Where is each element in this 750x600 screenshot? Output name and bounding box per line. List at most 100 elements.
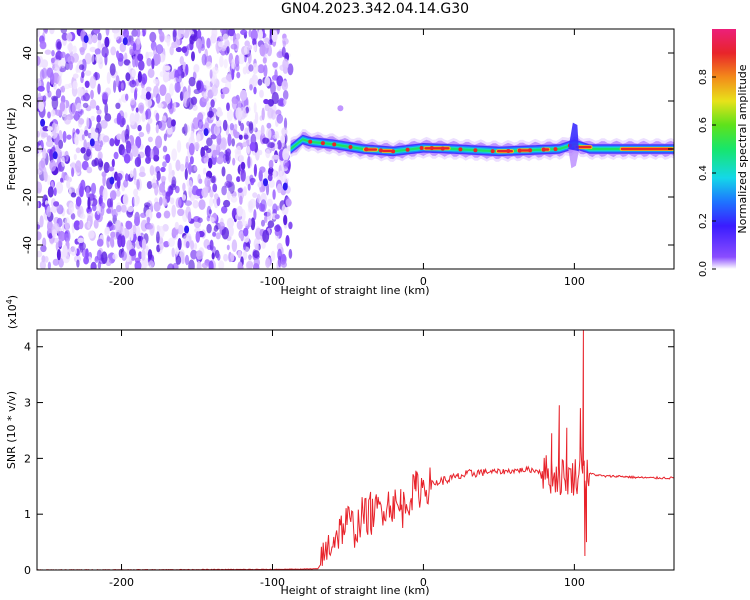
ridge-dot bbox=[506, 149, 511, 153]
noise-blob bbox=[134, 89, 138, 101]
noise-blob bbox=[207, 157, 213, 169]
noise-blob bbox=[175, 247, 180, 255]
noise-blob bbox=[56, 249, 61, 261]
noise-blob bbox=[109, 138, 115, 147]
noise-blob bbox=[253, 163, 257, 177]
noise-blob bbox=[75, 147, 81, 154]
noise-blob bbox=[163, 65, 171, 71]
noise-blob bbox=[37, 231, 42, 241]
x-tick-label: 100 bbox=[564, 275, 585, 288]
noise-blob bbox=[72, 73, 79, 79]
snr-y-label: SNR (10 * v/v) bbox=[5, 391, 18, 469]
noise-blob bbox=[220, 29, 227, 34]
noise-blob bbox=[67, 55, 75, 65]
noise-blob bbox=[237, 187, 243, 193]
noise-blob bbox=[64, 233, 69, 241]
snr-panel: -200 -100 0 100 0 1 2 3 4 Height of straight li… bbox=[5, 295, 675, 597]
noise-blob bbox=[197, 112, 204, 123]
ridge-dot bbox=[405, 147, 410, 152]
noise-blob bbox=[236, 220, 243, 230]
noise-blob bbox=[252, 250, 260, 259]
noise-blob bbox=[131, 29, 139, 37]
noise-blob bbox=[189, 156, 194, 165]
noise-blob bbox=[191, 51, 195, 62]
noise-blob bbox=[146, 181, 153, 189]
y-tick-label: 1 bbox=[24, 508, 31, 521]
noise-blob bbox=[271, 30, 278, 42]
band-blob bbox=[337, 105, 344, 112]
noise-blob bbox=[177, 238, 182, 251]
noise-blob bbox=[166, 126, 173, 135]
noise-blob bbox=[37, 29, 41, 37]
noise-blob bbox=[159, 84, 167, 96]
noise-blob bbox=[141, 112, 146, 123]
noise-blob bbox=[257, 181, 262, 188]
noise-blob bbox=[97, 83, 101, 95]
noise-blob bbox=[204, 176, 211, 187]
noise-blob bbox=[142, 260, 149, 267]
noise-blob bbox=[90, 261, 97, 269]
noise-blob bbox=[259, 44, 266, 57]
noise-peak bbox=[263, 178, 268, 187]
noise-blob bbox=[38, 80, 42, 87]
x-tick-label: -100 bbox=[260, 275, 285, 288]
noise-blob bbox=[261, 241, 266, 249]
noise-blob bbox=[276, 113, 284, 124]
noise-blob bbox=[234, 123, 238, 130]
noise-blob bbox=[56, 41, 62, 50]
noise-blob bbox=[193, 64, 200, 73]
snr-x-label: Height of straight line (km) bbox=[280, 584, 429, 597]
noise-blob bbox=[236, 205, 243, 217]
ridge-dot bbox=[332, 142, 337, 147]
noise-blob bbox=[282, 40, 286, 48]
noise-blob bbox=[131, 145, 139, 157]
noise-blob bbox=[237, 261, 243, 269]
noise-blob bbox=[196, 250, 204, 260]
noise-blob bbox=[147, 136, 153, 143]
noise-blob bbox=[268, 179, 275, 188]
noise-blob bbox=[37, 92, 42, 101]
noise-blob bbox=[134, 260, 142, 269]
noise-blob bbox=[281, 80, 289, 91]
noise-blob bbox=[129, 80, 137, 88]
noise-blob bbox=[68, 188, 72, 195]
noise-blob bbox=[61, 156, 66, 168]
noise-blob bbox=[235, 63, 240, 72]
noise-blob bbox=[215, 232, 221, 240]
noise-blob bbox=[73, 132, 79, 145]
noise-blob bbox=[47, 220, 53, 233]
noise-blob bbox=[147, 117, 153, 124]
noise-blob bbox=[55, 181, 64, 194]
noise-blob bbox=[126, 239, 132, 252]
noise-blob bbox=[53, 187, 57, 197]
noise-blob bbox=[120, 204, 127, 213]
noise-blob bbox=[94, 48, 101, 56]
noise-blob bbox=[265, 183, 270, 196]
noise-blob bbox=[267, 220, 275, 228]
noise-blob bbox=[214, 193, 219, 200]
noise-blob bbox=[86, 166, 93, 174]
noise-peak bbox=[109, 176, 115, 185]
noise-blob bbox=[266, 127, 272, 140]
noise-blob bbox=[209, 69, 213, 79]
noise-blob bbox=[141, 73, 148, 85]
noise-blob bbox=[257, 64, 265, 74]
noise-blob bbox=[219, 55, 224, 68]
noise-blob bbox=[252, 192, 258, 198]
noise-blob bbox=[253, 263, 260, 269]
noise-blob bbox=[277, 140, 282, 150]
noise-blob bbox=[287, 63, 294, 76]
noise-blob bbox=[188, 162, 192, 175]
noise-blob bbox=[144, 202, 151, 208]
noise-blob bbox=[149, 31, 157, 43]
noise-blob bbox=[96, 109, 102, 115]
noise-blob bbox=[203, 92, 208, 99]
noise-blob bbox=[243, 242, 246, 251]
colorbar-tick-label: 0.8 bbox=[698, 69, 709, 85]
snr-line bbox=[37, 330, 674, 570]
noise-blob bbox=[42, 148, 47, 160]
noise-blob bbox=[260, 199, 267, 213]
noise-blob bbox=[49, 149, 53, 159]
noise-blob bbox=[156, 212, 162, 219]
noise-blob bbox=[102, 187, 108, 201]
